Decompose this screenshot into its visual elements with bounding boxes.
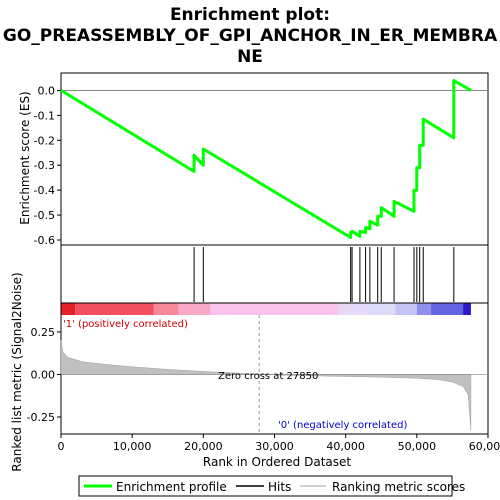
x-axis-label: Rank in Ordered Dataset xyxy=(203,455,351,469)
x-tick-label: 60,000 xyxy=(469,440,500,453)
ranking-colorbar xyxy=(61,303,471,315)
x-tick-label: 50,000 xyxy=(398,440,437,453)
colorbar-segment xyxy=(463,303,471,315)
es-y-tick-label: -0.6 xyxy=(34,234,55,247)
metric-y-tick-label: 0.00 xyxy=(31,368,56,381)
ranking-metric-series xyxy=(60,340,488,431)
enrichment-profile-line xyxy=(60,79,472,239)
es-y-tick-label: -0.1 xyxy=(34,109,55,122)
es-y-tick-label: 0.0 xyxy=(38,84,56,97)
chart-title-line-3: NE xyxy=(237,47,263,67)
x-tick-label: 10,000 xyxy=(113,440,152,453)
zero-cross-label: Zero cross at 27850 xyxy=(218,371,318,382)
colorbar-segment xyxy=(395,303,417,315)
chart-title-line-2: GO_PREASSEMBLY_OF_GPI_ANCHOR_IN_ER_MEMBR… xyxy=(3,26,498,46)
legend-metric-label: Ranking metric scores xyxy=(332,480,465,494)
colorbar-segment xyxy=(153,303,179,315)
hits-panel-frame xyxy=(60,244,489,304)
es-y-tick-label: -0.2 xyxy=(34,134,55,147)
metric-y-tick-label: 0.25 xyxy=(31,326,56,339)
colorbar-segment xyxy=(210,303,339,315)
metric-y-tick-label: -0.25 xyxy=(27,411,55,424)
es-y-tick-label: -0.4 xyxy=(34,184,55,197)
colorbar-segment xyxy=(61,303,76,315)
x-tick-label: 0 xyxy=(58,440,65,453)
es-y-axis-label: Enrichment score (ES) xyxy=(18,91,32,224)
hits-series xyxy=(193,247,455,302)
legend-box xyxy=(78,475,453,497)
colorbar-segment xyxy=(338,303,368,315)
x-axis-ticks: 0 10,000 20,000 30,000 40,000 50,000 60,000 xyxy=(58,434,500,453)
colorbar-segment xyxy=(367,303,396,315)
enrichment-profile-series xyxy=(60,79,472,239)
chart-title-line-1: Enrichment plot: xyxy=(170,5,330,25)
es-panel-frame xyxy=(60,72,489,246)
x-tick-label: 40,000 xyxy=(326,440,365,453)
x-tick-label: 30,000 xyxy=(255,440,294,453)
colorbar-segment xyxy=(75,303,154,315)
metric-y-axis-label: Ranked list metric (Signal2Noise) xyxy=(10,272,24,471)
colorbar-segment xyxy=(431,303,464,315)
negative-correlation-label: '0' (negatively correlated) xyxy=(278,420,407,431)
es-y-tick-label: -0.5 xyxy=(34,209,55,222)
colorbar-segment xyxy=(178,303,211,315)
ranking-metric-area xyxy=(60,340,472,431)
colorbar-segment xyxy=(416,303,432,315)
legend-enrichment-label: Enrichment profile xyxy=(116,480,227,494)
x-tick-label: 20,000 xyxy=(184,440,223,453)
positive-correlation-label: '1' (positively correlated) xyxy=(63,319,188,330)
es-y-ticks: 0.0 -0.1 -0.2 -0.3 -0.4 -0.5 -0.6 xyxy=(34,84,61,247)
legend-hits-label: Hits xyxy=(268,480,291,494)
metric-y-ticks: 0.25 0.00 -0.25 xyxy=(27,326,61,424)
es-y-tick-label: -0.3 xyxy=(34,159,55,172)
